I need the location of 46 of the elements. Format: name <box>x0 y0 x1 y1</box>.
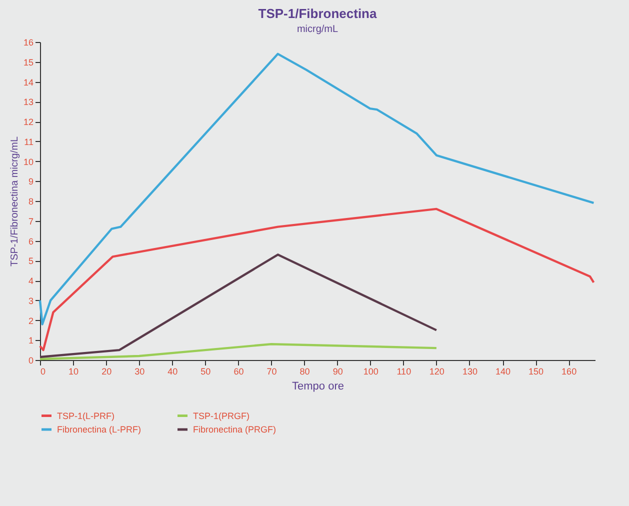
chart-title: TSP-1/Fibronectina <box>258 6 378 21</box>
x-tick-label: 10 <box>68 366 79 376</box>
x-tick-label: 140 <box>495 366 511 376</box>
x-tick-label: 60 <box>234 366 244 376</box>
y-tick-label: 4 <box>28 276 34 286</box>
y-tick-label: 12 <box>23 117 34 127</box>
x-tick-label: 120 <box>429 366 444 376</box>
y-tick-label: 15 <box>23 57 34 68</box>
y-tick-label: 6 <box>28 236 34 246</box>
x-tick-label: 0 <box>40 366 46 376</box>
y-tick-label: 10 <box>23 156 34 167</box>
legend-label: Fibronectina (L-PRF) <box>57 424 142 434</box>
chart-subtitle: micrg/mL <box>296 24 338 35</box>
x-tick-label: 100 <box>363 366 378 376</box>
y-tick-label: 9 <box>28 176 34 187</box>
x-tick-label: 30 <box>134 366 145 376</box>
x-tick-label: 20 <box>102 366 112 376</box>
x-tick-label: 150 <box>528 366 544 376</box>
line-series <box>38 208 595 352</box>
y-tick-label: 3 <box>28 296 34 306</box>
y-tick-label: 11 <box>24 136 34 147</box>
x-tick-label: 160 <box>562 366 577 376</box>
legend-label: TSP-1(PRGF) <box>193 410 250 421</box>
y-tick-label: 13 <box>23 97 34 108</box>
y-tick-label: 8 <box>28 196 34 206</box>
y-tick-label: 5 <box>28 256 34 266</box>
legend-label: TSP-1(L-PRF) <box>57 410 115 421</box>
y-axis-title: TSP-1/Fibronectina micrg/mL <box>9 136 20 267</box>
x-axis-title: Tempo ore <box>292 380 344 392</box>
line-series <box>38 52 595 326</box>
legend-label: Fibronectina (PRGF) <box>193 424 276 434</box>
x-tick-label: 110 <box>396 366 412 376</box>
line-series <box>38 343 438 360</box>
y-tick-label: 16 <box>23 38 34 48</box>
y-tick-label: 1 <box>28 336 34 346</box>
x-tick-label: 70 <box>266 366 277 376</box>
y-tick-label: 0 <box>28 356 34 366</box>
x-tick-label: 80 <box>300 366 310 376</box>
y-tick-label: 2 <box>28 316 34 326</box>
x-tick-label: 50 <box>200 366 211 376</box>
x-tick-label: 90 <box>332 366 343 376</box>
x-tick-label: 130 <box>462 366 478 376</box>
x-tick-label: 40 <box>168 366 178 376</box>
y-tick-label: 14 <box>23 77 34 88</box>
y-tick-label: 7 <box>28 216 34 226</box>
line-series <box>38 254 438 358</box>
